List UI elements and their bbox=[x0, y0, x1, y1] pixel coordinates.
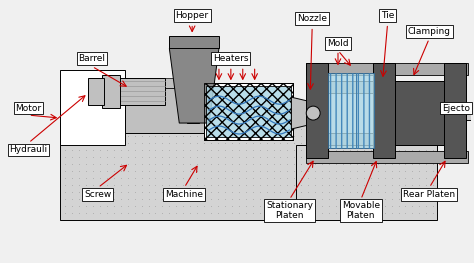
Bar bbox=[125, 88, 204, 133]
Text: Hopper: Hopper bbox=[175, 11, 209, 20]
Bar bbox=[169, 36, 219, 48]
Bar bbox=[125, 78, 189, 88]
Bar bbox=[328, 73, 356, 148]
Bar bbox=[60, 70, 125, 145]
Text: Clamping: Clamping bbox=[408, 27, 451, 36]
Bar bbox=[444, 63, 466, 158]
Text: Barrel: Barrel bbox=[79, 54, 105, 63]
Text: Nozzle: Nozzle bbox=[297, 14, 327, 23]
Bar bbox=[296, 145, 437, 220]
Text: Rear Platen: Rear Platen bbox=[403, 190, 456, 199]
Text: Machine: Machine bbox=[165, 190, 203, 199]
Text: Mold: Mold bbox=[327, 39, 349, 48]
Bar bbox=[204, 83, 293, 140]
Bar bbox=[356, 73, 374, 148]
Bar bbox=[306, 63, 328, 158]
Circle shape bbox=[306, 106, 320, 120]
Text: Heaters: Heaters bbox=[213, 54, 248, 63]
Bar bbox=[308, 133, 457, 145]
Bar bbox=[306, 151, 468, 163]
Bar bbox=[466, 106, 474, 120]
Bar bbox=[60, 123, 308, 220]
Bar bbox=[206, 86, 292, 137]
Bar bbox=[187, 61, 199, 123]
Bar bbox=[204, 83, 293, 140]
Text: Stationary
Platen: Stationary Platen bbox=[266, 201, 313, 220]
Bar bbox=[308, 81, 457, 93]
Text: Ejecto: Ejecto bbox=[442, 104, 470, 113]
Bar bbox=[373, 63, 394, 158]
Bar bbox=[88, 78, 104, 105]
Bar bbox=[102, 75, 120, 108]
Bar bbox=[306, 63, 468, 75]
Polygon shape bbox=[292, 97, 308, 129]
Bar bbox=[328, 73, 356, 148]
Bar bbox=[118, 78, 165, 105]
Text: Tie: Tie bbox=[381, 11, 394, 20]
Text: Motor: Motor bbox=[16, 104, 42, 113]
Text: Screw: Screw bbox=[84, 190, 111, 199]
Bar bbox=[466, 106, 471, 120]
Text: Hydrauli: Hydrauli bbox=[9, 145, 47, 154]
Bar bbox=[394, 81, 444, 145]
Bar bbox=[356, 73, 374, 148]
Polygon shape bbox=[169, 48, 219, 123]
Text: Movable
Platen: Movable Platen bbox=[342, 201, 380, 220]
